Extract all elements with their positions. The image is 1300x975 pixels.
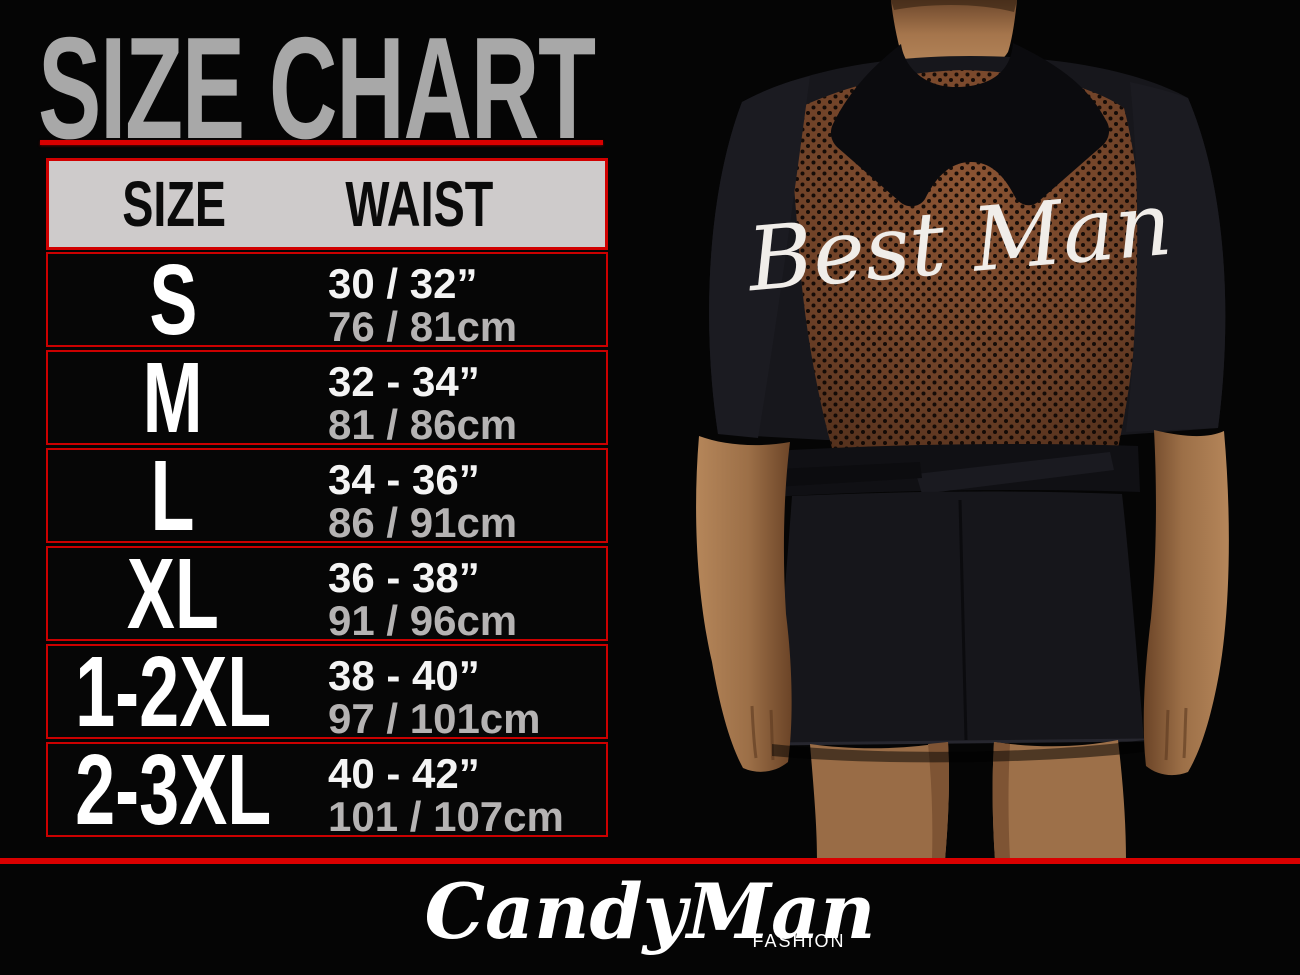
header-waist-label: WAIST <box>345 168 493 240</box>
size-cell: L <box>48 446 298 546</box>
robe-collar <box>830 43 1110 207</box>
waist-cell: 40 - 42” 101 / 107cm <box>298 744 606 840</box>
header-size-label: SIZE <box>122 168 226 240</box>
waist-cm: 101 / 107cm <box>328 793 564 840</box>
left-leg-shadow <box>928 742 949 860</box>
waist-inches: 36 - 38” <box>328 554 480 601</box>
right-sleeve <box>1126 82 1226 432</box>
waist-cell: 38 - 40” 97 / 101cm <box>298 646 606 742</box>
left-leg <box>810 742 949 860</box>
belt-fold <box>758 462 922 488</box>
size-cell: 1-2XL <box>48 642 298 742</box>
size-cell: S <box>48 250 298 350</box>
table-row-s: S 30 / 32” 76 / 81cm <box>46 250 608 350</box>
waist-inches: 34 - 36” <box>328 456 480 503</box>
right-arm <box>1143 430 1229 776</box>
waist-cm: 97 / 101cm <box>328 695 541 742</box>
left-arm <box>696 436 792 772</box>
waist-cell: 32 - 34” 81 / 86cm <box>298 352 606 448</box>
size-cell: 2-3XL <box>48 740 298 840</box>
waist-inches: 30 / 32” <box>328 260 478 307</box>
right-leg <box>992 740 1126 860</box>
title-underline <box>40 140 603 145</box>
size-label: 1-2XL <box>74 635 272 748</box>
skirt-hem-highlight <box>771 738 1145 746</box>
robe-skirt <box>772 491 1144 744</box>
size-cell: M <box>48 348 298 448</box>
right-leg-shadow <box>992 742 1010 860</box>
table-row-1-2xl: 1-2XL 38 - 40” 97 / 101cm <box>46 642 608 742</box>
table-row-2-3xl: 2-3XL 40 - 42” 101 / 107cm <box>46 740 608 840</box>
table-row-xl: XL 36 - 38” 91 / 96cm <box>46 544 608 644</box>
model-back-view: Best Man <box>696 0 1229 860</box>
left-hand-fingers <box>750 705 775 761</box>
skirt-seam <box>958 499 968 741</box>
size-label: L <box>151 439 195 552</box>
hairline-shadow <box>891 0 1017 12</box>
brand-tagline: FASHION <box>752 931 846 951</box>
waist-inches: 40 - 42” <box>328 750 480 797</box>
size-label: 2-3XL <box>74 733 272 846</box>
size-label: M <box>143 341 203 454</box>
table-row-l: L 34 - 36” 86 / 91cm <box>46 446 608 546</box>
size-cell: XL <box>48 544 298 644</box>
size-label: XL <box>126 537 219 650</box>
model-photo: Best Man <box>696 0 1229 860</box>
page-title: SIZE CHART <box>38 16 888 161</box>
waist-cm: 76 / 81cm <box>328 303 518 350</box>
waist-cell: 30 / 32” 76 / 81cm <box>298 254 606 350</box>
waist-cell: 36 - 38” 91 / 96cm <box>298 548 606 644</box>
header-size-cell: SIZE <box>49 172 299 236</box>
waist-cell: 34 - 36” 86 / 91cm <box>298 450 606 546</box>
belt-tie <box>916 452 1114 494</box>
brand-logo: CandyMan FASHION <box>415 866 886 958</box>
hem-cast-shadow <box>772 740 1144 763</box>
waist-cm: 81 / 86cm <box>328 401 518 448</box>
brand-name: CandyMan <box>424 867 876 956</box>
table-row-m: M 32 - 34” 81 / 86cm <box>46 348 608 448</box>
waist-cm: 86 / 91cm <box>328 499 518 546</box>
right-hand-fingers <box>1164 707 1188 761</box>
header-waist-cell: WAIST <box>299 172 539 236</box>
waist-cm: 91 / 96cm <box>328 597 518 644</box>
brand-footer: CandyMan FASHION <box>0 866 1300 958</box>
page-title-text: SIZE CHART <box>38 7 596 169</box>
table-header-row: SIZE WAIST <box>46 158 608 250</box>
separator-line <box>0 858 1300 864</box>
size-label: S <box>148 243 198 356</box>
size-table: SIZE WAIST S 30 / 32” 76 / 81cm M 32 - 3… <box>46 158 608 840</box>
waist-inches: 32 - 34” <box>328 358 480 405</box>
waist-inches: 38 - 40” <box>328 652 480 699</box>
left-sleeve <box>709 76 810 438</box>
